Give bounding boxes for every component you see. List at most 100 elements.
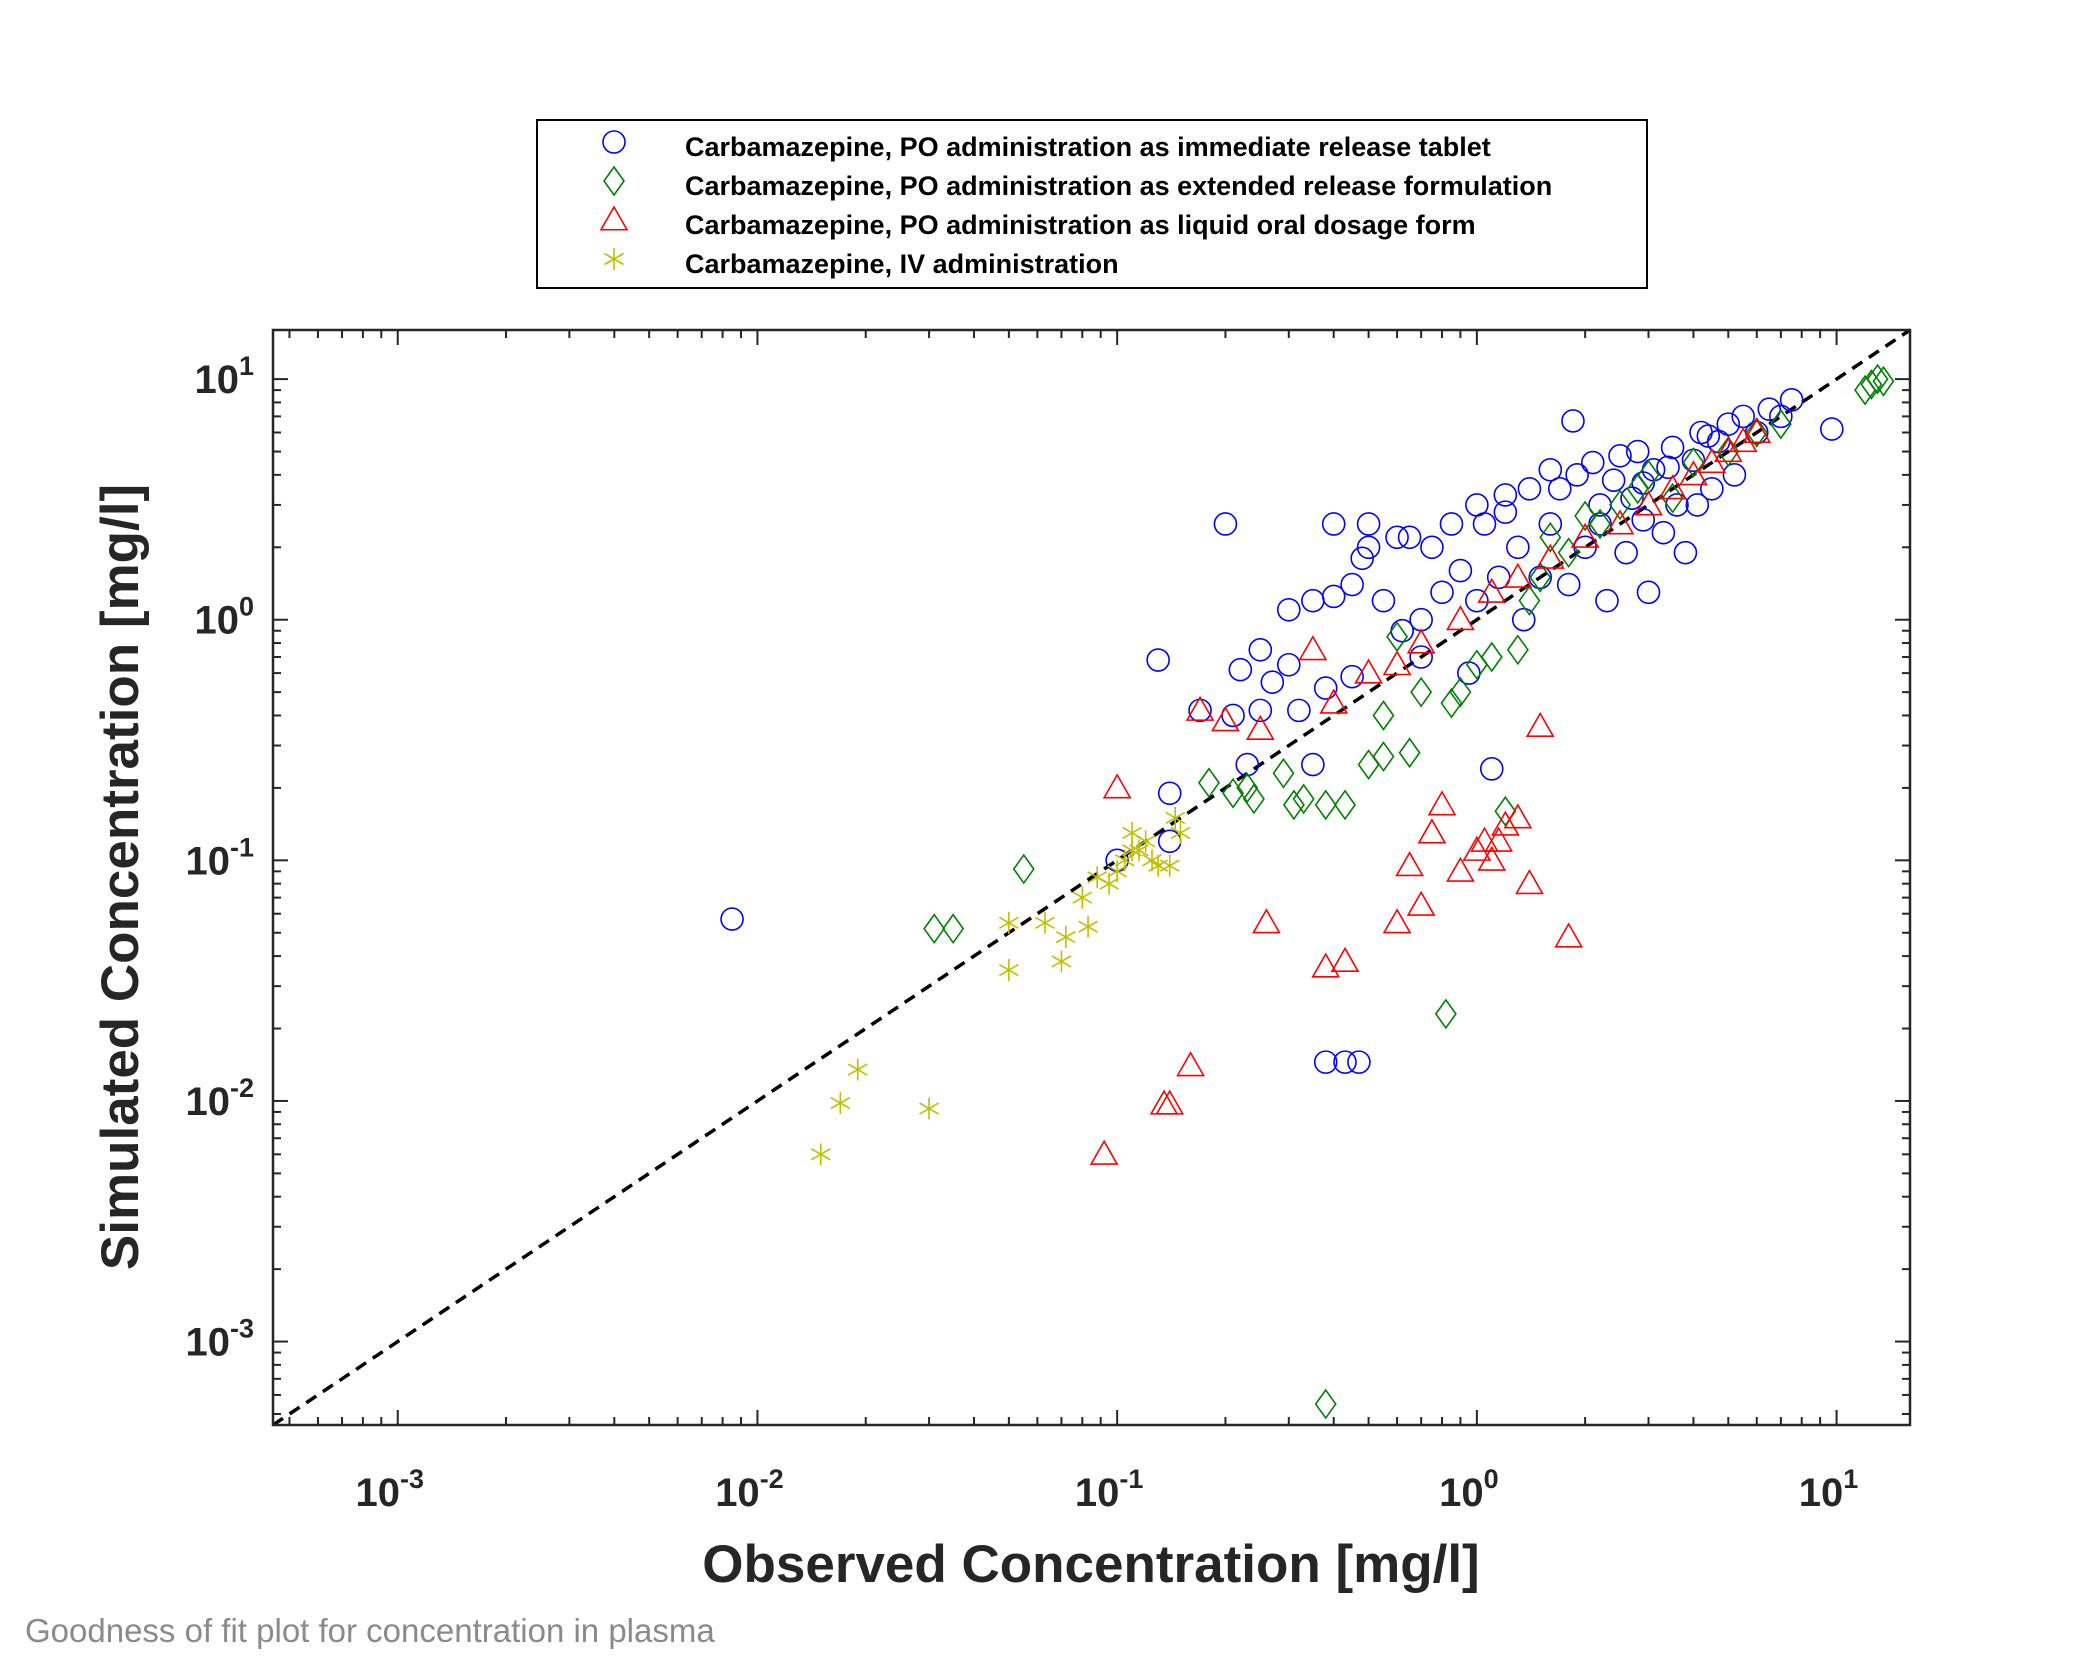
data-point-diamond (1449, 676, 1472, 708)
data-point-circle (1820, 417, 1844, 441)
triangle-legend-icon (599, 205, 629, 231)
data-point-triangle (1535, 543, 1565, 569)
data-point-triangle (1102, 773, 1132, 799)
legend-marker-liquid-oral (599, 205, 629, 231)
y-tick-label: 10-2 (185, 1073, 254, 1124)
data-point-diamond (1440, 687, 1463, 719)
data-point-diamond (1557, 537, 1580, 569)
data-point-triangle (1503, 562, 1533, 588)
legend-marker-extended-release (603, 165, 625, 197)
data-point-diamond (1372, 700, 1395, 731)
y-tick-label: 101 (194, 351, 254, 402)
data-point-circle (1430, 580, 1454, 605)
data-point-circle (1547, 477, 1572, 501)
legend-label-extended-release: Carbamazepine, PO administration as exte… (685, 171, 1552, 201)
y-tick-label: 10-1 (185, 832, 254, 883)
data-point-circle (1614, 540, 1638, 565)
legend-marker-iv (604, 248, 624, 270)
x-tick-label: 10-2 (715, 1464, 784, 1515)
data-point-circle (1439, 512, 1464, 536)
data-point-circle (1228, 657, 1253, 682)
data-point-circle (1287, 698, 1311, 723)
data-point-circle (1371, 588, 1396, 613)
data-markers (720, 363, 1895, 1420)
data-point-diamond (1480, 641, 1503, 673)
y-tick-label: 100 (194, 592, 254, 643)
data-point-diamond (1637, 459, 1660, 491)
data-point-circle (1448, 558, 1473, 583)
data-point-circle (1221, 703, 1245, 728)
data-point-circle (1665, 493, 1689, 517)
y-tick-label: 10-3 (185, 1314, 254, 1365)
data-point-diamond (1494, 795, 1517, 827)
data-point-diamond (1745, 417, 1768, 448)
data-point-triangle (1245, 714, 1275, 740)
data-point-triangle (1382, 650, 1412, 676)
data-point-asterisk (998, 959, 1019, 982)
data-point-circle (1685, 493, 1710, 517)
data-point-circle (1321, 584, 1346, 609)
data-point-diamond (1539, 521, 1562, 553)
data-point-triangle (1089, 1139, 1119, 1165)
data-point-diamond (1314, 789, 1337, 821)
data-point-circle (1636, 580, 1661, 605)
data-point-triangle (1382, 908, 1412, 934)
data-point-triangle (1713, 436, 1743, 463)
plot-area (271, 328, 1912, 1427)
data-point-diamond (1398, 737, 1421, 769)
x-tick-label: 100 (1439, 1464, 1499, 1515)
data-point-triangle (1525, 711, 1555, 738)
data-point-circle (1561, 409, 1585, 433)
data-point-triangle (1634, 490, 1663, 516)
data-point-triangle (1176, 1051, 1205, 1077)
data-point-diamond (1717, 436, 1740, 467)
data-point-diamond (1529, 561, 1552, 593)
data-point-triangle (1330, 946, 1360, 972)
data-point-triangle (1605, 509, 1635, 535)
series-2 (1089, 417, 1772, 1165)
series-3 (810, 806, 1191, 1166)
data-point-diamond (1292, 783, 1315, 815)
data-point-circle (1479, 757, 1504, 781)
data-point-diamond (1372, 741, 1395, 772)
data-point-diamond (1012, 853, 1035, 885)
data-point-circle (1651, 520, 1676, 545)
data-point-circle (1757, 397, 1782, 421)
data-point-circle (1313, 1050, 1338, 1074)
data-point-circle (1340, 572, 1364, 597)
data-point-triangle (1298, 635, 1328, 661)
data-point-triangle (1406, 890, 1436, 916)
data-point-asterisk (1055, 926, 1076, 949)
data-point-triangle (1490, 810, 1520, 836)
legend: Carbamazepine, PO administration as imme… (536, 119, 1648, 289)
data-point-circle (1673, 540, 1698, 565)
y-tick-labels: 10-3 10-2 10-1 100 101 (185, 351, 254, 1364)
asterisk-legend-icon (604, 248, 624, 270)
data-point-triangle (1311, 952, 1341, 978)
data-point-triangle (1570, 522, 1600, 548)
data-point-circle (1538, 457, 1563, 482)
x-axis-label: Observed Concentration [mg/l] (702, 1535, 1479, 1594)
data-point-circle (1620, 486, 1644, 510)
data-point-triangle (1477, 845, 1507, 871)
data-point-circle (1580, 450, 1605, 475)
data-point-circle (1493, 500, 1518, 524)
data-point-diamond (1609, 489, 1631, 521)
data-point-circle (1779, 388, 1804, 412)
data-point-triangle (1658, 474, 1687, 500)
data-point-triangle (1427, 790, 1457, 816)
data-point-circle (1660, 435, 1685, 460)
data-point-asterisk (1072, 886, 1093, 909)
data-point-diamond (1589, 508, 1612, 540)
data-point-asterisk (1165, 806, 1186, 829)
data-point-circle (1493, 483, 1518, 507)
data-point-circle (1722, 463, 1747, 487)
data-point-asterisk (810, 1143, 831, 1166)
data-point-diamond (1272, 757, 1295, 789)
data-point-asterisk (1035, 911, 1055, 934)
legend-label-iv: Carbamazepine, IV administration (685, 249, 1119, 279)
data-point-circle (1347, 1050, 1371, 1074)
data-point-asterisk (830, 1092, 851, 1115)
data-point-asterisk (1135, 830, 1156, 853)
data-point-circle (1301, 752, 1325, 777)
